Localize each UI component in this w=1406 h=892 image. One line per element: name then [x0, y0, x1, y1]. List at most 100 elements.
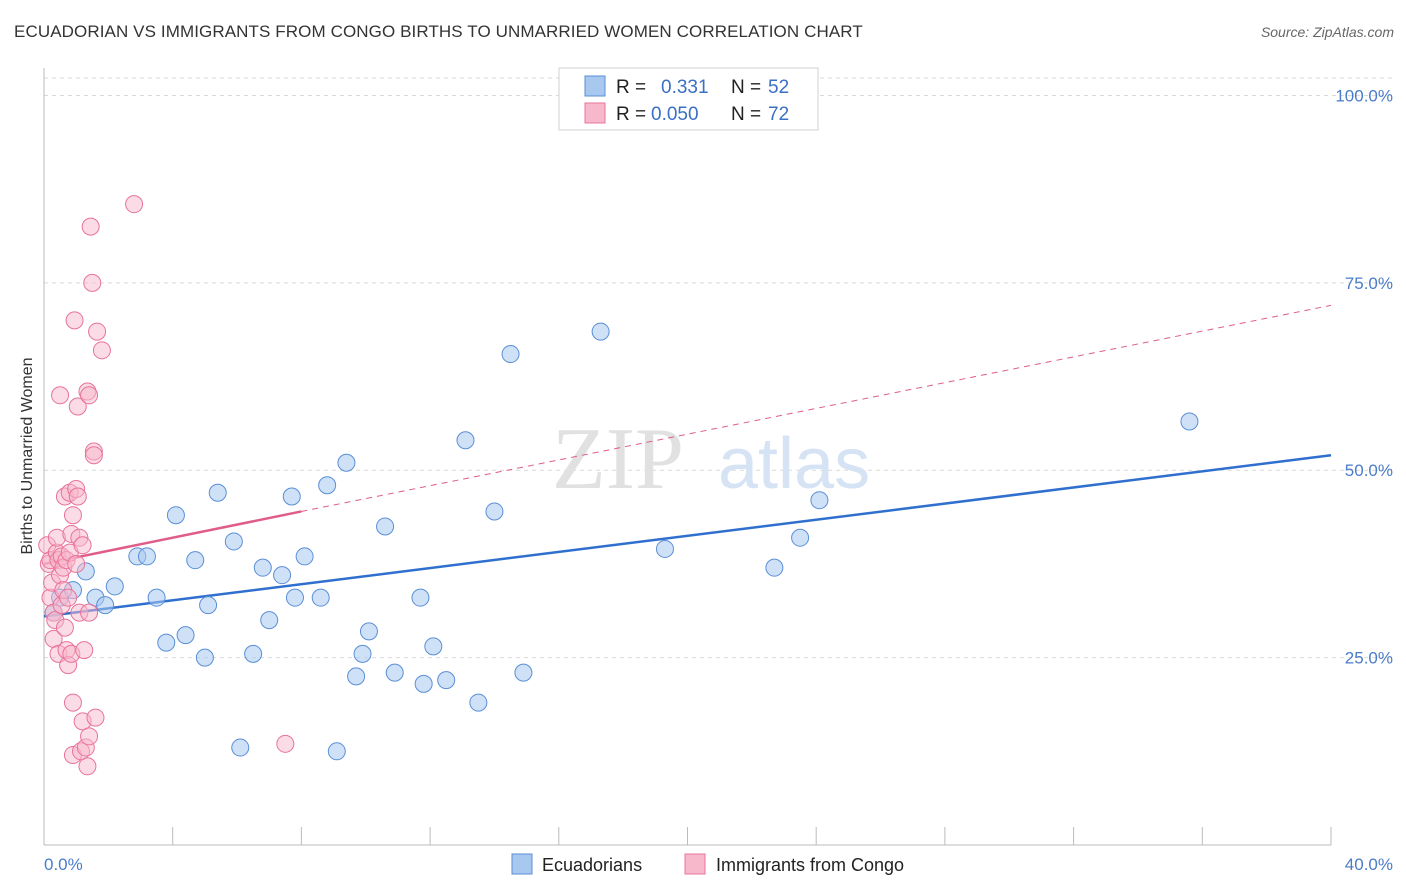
point-ecuadorians: [253, 558, 272, 577]
legend-n-value-2: 72: [768, 104, 789, 125]
point-ecuadorians: [437, 671, 456, 690]
bottom-legend-label-congo: Immigrants from Congo: [716, 855, 904, 875]
point-congo: [80, 603, 99, 622]
point-ecuadorians: [501, 345, 520, 364]
point-congo: [59, 588, 78, 607]
point-ecuadorians: [337, 453, 356, 472]
y-tick-label: 100.0%: [1335, 86, 1393, 105]
point-congo: [75, 641, 94, 660]
point-ecuadorians: [376, 517, 395, 536]
chart-title: ECUADORIAN VS IMMIGRANTS FROM CONGO BIRT…: [14, 22, 863, 41]
bottom-legend-label-ecuadorians: Ecuadorians: [542, 855, 642, 875]
point-congo: [88, 322, 107, 341]
point-congo: [65, 311, 84, 330]
point-ecuadorians: [260, 611, 279, 630]
x-tick-label-min: 0.0%: [44, 855, 83, 874]
point-ecuadorians: [810, 491, 829, 510]
y-tick-label: 50.0%: [1345, 461, 1393, 480]
legend-n-label-1: N =: [731, 77, 761, 98]
point-ecuadorians: [359, 622, 378, 641]
point-ecuadorians: [105, 577, 124, 596]
trend-lines: [43, 304, 1332, 618]
watermark-atlas: atlas: [718, 424, 870, 504]
point-ecuadorians: [424, 637, 443, 656]
point-congo: [86, 708, 105, 727]
legend-r-label-2: R =: [616, 104, 646, 125]
grid-lines: [44, 77, 1393, 659]
legend-swatch-congo: [584, 102, 606, 124]
series-ecuadorians: [44, 322, 1199, 761]
legend-swatch-ecuadorians: [584, 75, 606, 97]
x-ticks: [43, 827, 1332, 845]
trend-line-ecuadorians: [43, 454, 1332, 618]
legend-r-value-1: 0.331: [661, 77, 709, 98]
point-ecuadorians: [485, 502, 504, 521]
point-congo: [68, 487, 87, 506]
point-ecuadorians: [385, 663, 404, 682]
bottom-legend: Ecuadorians Immigrants from Congo: [511, 853, 904, 875]
point-ecuadorians: [791, 528, 810, 547]
point-congo: [51, 386, 70, 405]
y-tick-label: 75.0%: [1345, 274, 1393, 293]
point-ecuadorians: [137, 547, 156, 566]
point-ecuadorians: [166, 506, 185, 525]
point-ecuadorians: [311, 588, 330, 607]
axes: [43, 68, 1331, 846]
point-congo: [83, 273, 102, 292]
source-note: Source: ZipAtlas.com: [1260, 24, 1394, 40]
series-immigrants-from-congo: [38, 195, 295, 776]
legend-r-label-1: R =: [616, 77, 646, 98]
point-congo: [78, 757, 97, 776]
point-congo: [63, 506, 82, 525]
point-ecuadorians: [231, 738, 250, 757]
legend: R = 0.331 N = 52 R = 0.050 N = 72: [558, 67, 819, 131]
point-ecuadorians: [456, 431, 475, 450]
point-ecuadorians: [347, 667, 366, 686]
point-ecuadorians: [147, 588, 166, 607]
point-ecuadorians: [176, 626, 195, 645]
point-ecuadorians: [285, 588, 304, 607]
bottom-legend-swatch-congo: [684, 853, 706, 875]
point-congo: [80, 727, 99, 746]
point-ecuadorians: [1180, 412, 1199, 431]
point-ecuadorians: [244, 644, 263, 663]
point-ecuadorians: [765, 558, 784, 577]
point-ecuadorians: [96, 596, 115, 615]
point-congo: [63, 693, 82, 712]
point-congo: [276, 734, 295, 753]
legend-n-label-2: N =: [731, 104, 761, 125]
point-ecuadorians: [157, 633, 176, 652]
point-ecuadorians: [414, 674, 433, 693]
point-ecuadorians: [318, 476, 337, 495]
point-ecuadorians: [199, 596, 218, 615]
point-ecuadorians: [469, 693, 488, 712]
point-ecuadorians: [224, 532, 243, 551]
point-ecuadorians: [208, 483, 227, 502]
point-ecuadorians: [295, 547, 314, 566]
bottom-legend-swatch-ecuadorians: [511, 853, 533, 875]
watermark-zip: ZIP: [552, 411, 684, 508]
point-ecuadorians: [655, 539, 674, 558]
y-tick-label: 25.0%: [1345, 649, 1393, 668]
point-congo: [67, 554, 86, 573]
trend-line-congo: [43, 510, 302, 566]
point-congo: [125, 195, 144, 214]
point-ecuadorians: [195, 648, 214, 667]
point-congo: [55, 618, 74, 637]
point-congo: [81, 217, 100, 236]
point-ecuadorians: [514, 663, 533, 682]
point-ecuadorians: [353, 644, 372, 663]
point-ecuadorians: [591, 322, 610, 341]
point-congo: [68, 397, 87, 416]
point-ecuadorians: [327, 742, 346, 761]
point-congo: [92, 341, 111, 360]
y-tick-labels: 25.0% 50.0% 75.0% 100.0%: [1335, 86, 1393, 667]
point-ecuadorians: [186, 551, 205, 570]
point-congo: [84, 446, 103, 465]
legend-n-value-1: 52: [768, 77, 789, 98]
point-ecuadorians: [411, 588, 430, 607]
point-ecuadorians: [273, 566, 292, 585]
point-congo: [80, 386, 99, 405]
point-congo: [73, 536, 92, 555]
